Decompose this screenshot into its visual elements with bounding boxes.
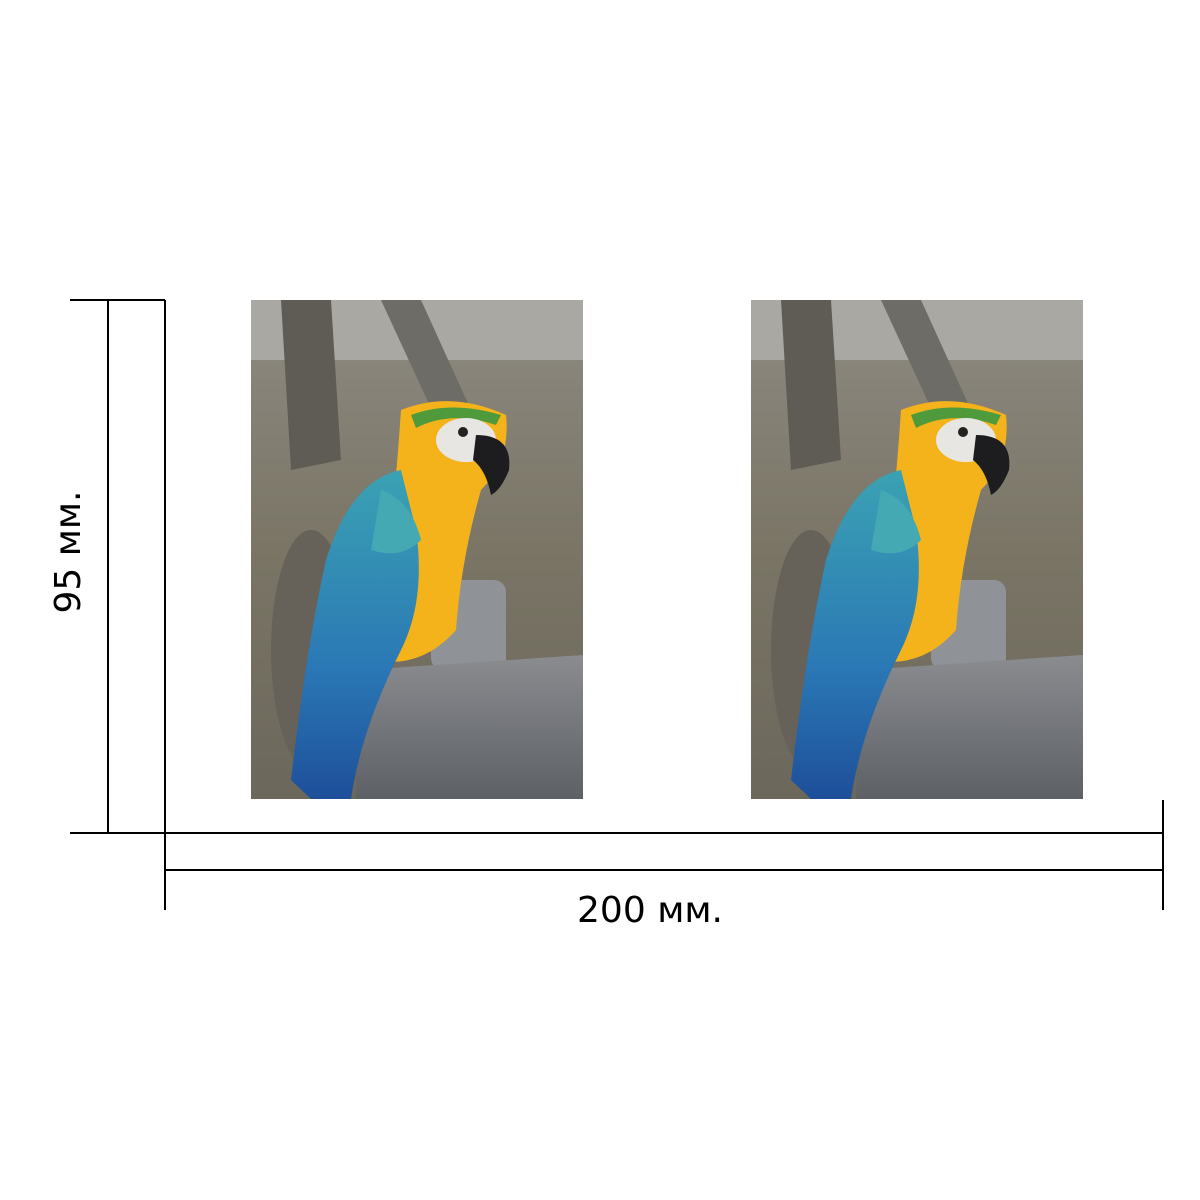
product-photo: [251, 300, 583, 799]
width-label: 200 мм.: [577, 890, 723, 931]
product-photo: [751, 300, 1083, 799]
height-label: 95 мм.: [48, 490, 89, 613]
height-dimension: 95 мм.: [48, 299, 166, 834]
width-dimension: 200 мм.: [164, 800, 1164, 931]
